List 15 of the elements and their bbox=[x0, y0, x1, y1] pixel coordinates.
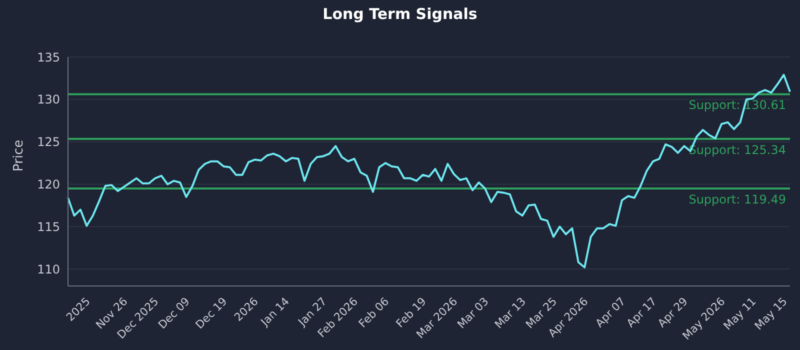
chart-title: Long Term Signals bbox=[322, 5, 478, 23]
y-tick-label: 130 bbox=[37, 92, 60, 107]
x-tick-label: Dec 19 bbox=[193, 294, 230, 332]
y-axis-title: Price bbox=[12, 140, 27, 172]
x-tick-label: Jan 14 bbox=[258, 294, 292, 330]
y-tick-label: 115 bbox=[37, 220, 60, 234]
y-tick-label: 125 bbox=[37, 135, 60, 150]
ref-line-label: Support: 130.61 bbox=[688, 98, 786, 112]
x-tick-label: Feb 06 bbox=[356, 294, 392, 330]
line-series bbox=[67, 74, 791, 268]
ref-line-label: Support: 119.49 bbox=[688, 192, 786, 207]
y-tick-label: 110 bbox=[37, 262, 60, 276]
y-tick-label: 135 bbox=[37, 50, 60, 64]
ref-line-label: Support: 125.34 bbox=[688, 142, 786, 157]
y-tick-label: 120 bbox=[37, 177, 60, 192]
